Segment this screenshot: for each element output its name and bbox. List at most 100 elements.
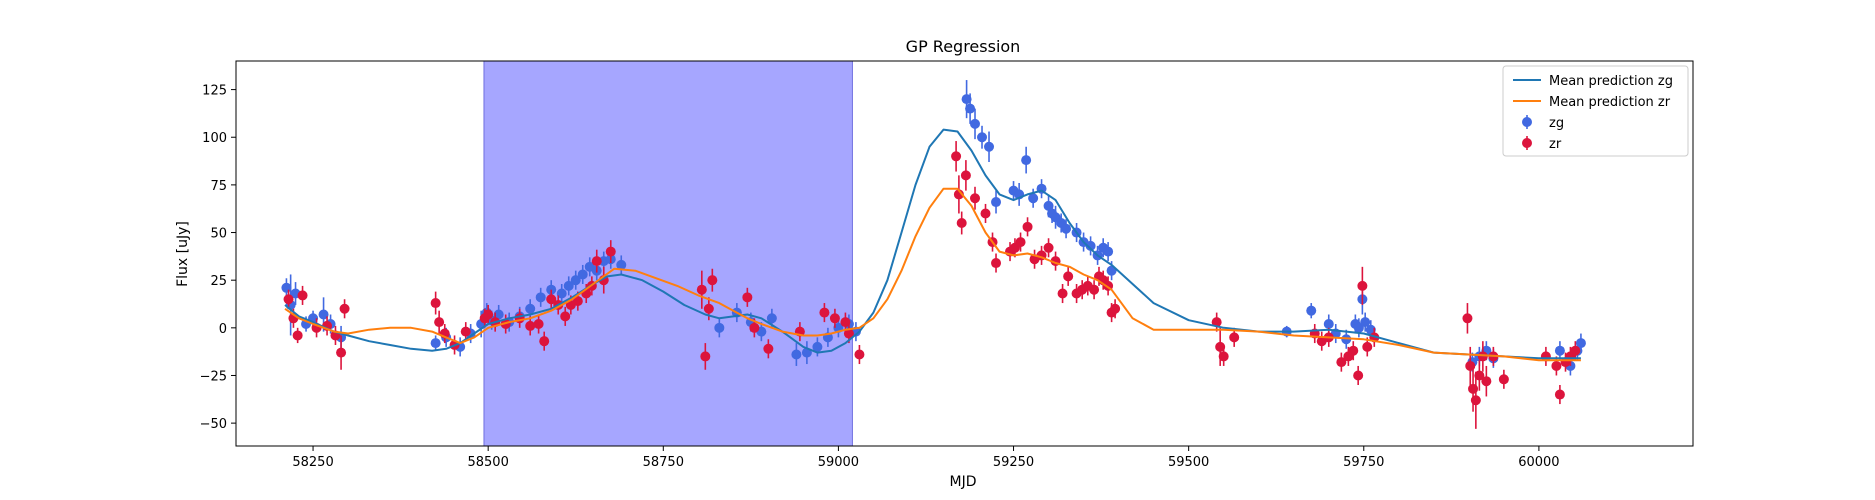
point-zr (591, 256, 602, 267)
x-tick-label: 58250 (292, 455, 333, 470)
legend-box (1502, 65, 1689, 157)
point-zr (1057, 288, 1068, 299)
point-zr (956, 218, 967, 229)
point-zg (563, 280, 574, 291)
point-zr (707, 275, 718, 286)
x-tick-label: 59500 (1168, 455, 1209, 470)
point-zr (283, 294, 294, 305)
series-zr (283, 141, 1581, 429)
point-zg (1021, 155, 1032, 166)
line-Mean-prediction-zr (284, 187, 1581, 362)
point-zr (1348, 345, 1359, 356)
legend-swatch-marker (1522, 117, 1532, 127)
point-zg (991, 197, 1002, 208)
x-tick-label: 59750 (1343, 455, 1384, 470)
point-zr (1110, 303, 1121, 314)
point-zr (539, 336, 550, 347)
point-zg (1360, 317, 1371, 328)
x-tick-label: 59250 (993, 455, 1034, 470)
point-zg (430, 338, 441, 349)
point-zg (1061, 223, 1072, 234)
point-zr (546, 294, 557, 305)
point-zr (1089, 284, 1100, 295)
point-zr (1474, 370, 1485, 381)
y-tick-label: 25 (210, 274, 227, 289)
point-zr (1063, 271, 1074, 282)
point-zg (714, 322, 725, 333)
point-zr (703, 303, 714, 314)
chart-title: GP Regression (906, 37, 1021, 56)
point-zr (1022, 221, 1033, 232)
point-zg (556, 288, 567, 299)
legend-entry: zr (1522, 136, 1562, 152)
line-Mean-prediction-zg (284, 128, 1581, 360)
x-tick-label: 60000 (1518, 455, 1559, 470)
shaded-span (483, 60, 853, 447)
y-axis-label: Flux [uJy] (175, 221, 191, 287)
point-zg (535, 292, 546, 303)
point-zg (525, 303, 536, 314)
point-zg (984, 141, 995, 152)
point-zr (1353, 370, 1364, 381)
point-zr (525, 320, 536, 331)
y-tick-label: 50 (210, 227, 227, 242)
point-zg (318, 309, 329, 320)
point-zg (791, 349, 802, 360)
point-zg (1103, 246, 1114, 257)
y-tick-label: 0 (219, 322, 227, 337)
point-zr (991, 258, 1002, 269)
point-zr (1570, 345, 1581, 356)
legend-label: zg (1549, 116, 1564, 131)
point-zg (961, 94, 972, 105)
point-zg (1306, 305, 1317, 316)
legend-label: zr (1549, 137, 1562, 152)
point-zr (483, 309, 494, 320)
point-zr (605, 246, 616, 257)
point-zg (1365, 324, 1376, 335)
point-zg (970, 118, 981, 129)
legend-entry: Mean prediction zg (1513, 74, 1673, 89)
point-zr (1015, 237, 1026, 248)
point-zr (696, 284, 707, 295)
point-zg (766, 313, 777, 324)
point-zr (980, 208, 991, 219)
point-zg (570, 275, 581, 286)
point-zr (434, 317, 445, 328)
point-zr (1218, 351, 1229, 362)
point-zg (1575, 338, 1586, 349)
point-zr (339, 303, 350, 314)
chart-legend: Mean prediction zg Mean prediction zr zg zr (1502, 65, 1689, 157)
point-zr (840, 317, 851, 328)
point-zr (560, 311, 571, 322)
y-tick-label: −50 (200, 417, 227, 432)
x-tick-label: 59000 (818, 455, 859, 470)
point-zg (616, 259, 627, 270)
point-zg (965, 103, 976, 114)
point-zr (960, 170, 971, 181)
x-axis-label: MJD (950, 474, 977, 490)
point-zr (430, 298, 441, 309)
point-zg (1085, 240, 1096, 251)
point-zr (572, 296, 583, 307)
point-zr (970, 193, 981, 204)
legend-swatch-marker (1522, 138, 1532, 148)
plot-area (235, 60, 1694, 447)
point-zr (1362, 341, 1373, 352)
legend-label: Mean prediction zr (1549, 95, 1671, 110)
point-zr (829, 313, 840, 324)
point-zr (336, 347, 347, 358)
point-zg (1323, 319, 1334, 330)
point-zr (1336, 357, 1347, 368)
x-tick-label: 58750 (643, 455, 684, 470)
y-axis-ticks: −50 −25 0 25 50 75 100 125 (200, 84, 236, 432)
point-zg (493, 309, 504, 320)
point-zr (749, 322, 760, 333)
point-zr (1481, 376, 1492, 387)
point-zr (951, 151, 962, 162)
y-tick-label: 125 (202, 84, 227, 99)
x-axis-ticks: 58250 58500 58750 59000 59250 59500 59750 60000 (292, 446, 1560, 470)
point-zr (854, 349, 865, 360)
legend-entry: Mean prediction zr (1513, 95, 1671, 110)
point-zr (292, 330, 303, 341)
